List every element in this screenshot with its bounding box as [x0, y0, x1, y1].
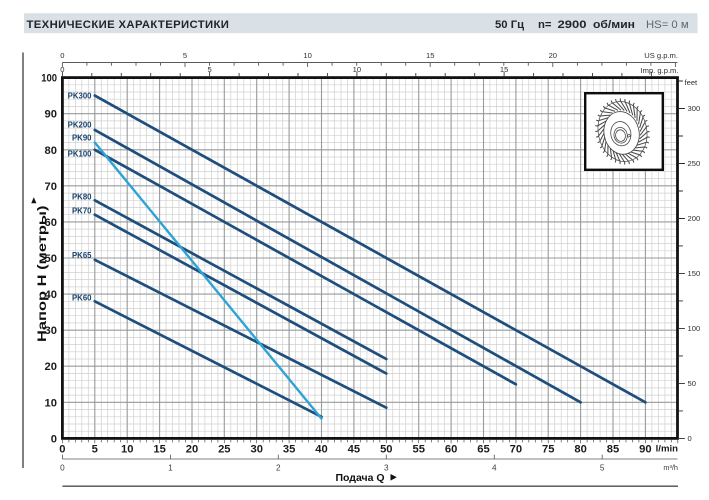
svg-text:70: 70	[45, 181, 57, 193]
svg-text:0: 0	[60, 464, 65, 473]
svg-text:US g.p.m.: US g.p.m.	[644, 51, 678, 60]
svg-text:l/min: l/min	[656, 444, 679, 455]
svg-text:PK70: PK70	[72, 206, 92, 215]
svg-text:20: 20	[549, 51, 557, 60]
svg-text:55: 55	[412, 443, 424, 455]
svg-text:0: 0	[60, 51, 64, 60]
svg-text:100: 100	[41, 73, 57, 85]
svg-text:15: 15	[426, 51, 434, 60]
svg-text:80: 80	[574, 443, 586, 455]
svg-text:5: 5	[183, 51, 187, 60]
svg-text:50: 50	[380, 443, 392, 455]
svg-text:25: 25	[218, 443, 230, 455]
svg-text:0: 0	[51, 433, 57, 445]
svg-text:PK90: PK90	[72, 134, 92, 143]
svg-text:90: 90	[45, 109, 57, 121]
svg-text:50: 50	[45, 253, 57, 265]
svg-text:75: 75	[542, 443, 554, 455]
svg-text:Напор H (метры): Напор H (метры)	[37, 205, 49, 342]
svg-text:30: 30	[45, 325, 57, 337]
svg-text:ТЕХНИЧЕСКИЕ ХАРАКТЕРИСТИКИ: ТЕХНИЧЕСКИЕ ХАРАКТЕРИСТИКИ	[27, 19, 230, 31]
svg-text:4: 4	[492, 464, 497, 473]
svg-text:35: 35	[283, 443, 295, 455]
svg-text:n=: n=	[538, 19, 552, 31]
svg-text:250: 250	[688, 159, 701, 168]
svg-text:10: 10	[353, 65, 361, 74]
svg-text:0: 0	[59, 443, 65, 455]
svg-text:60: 60	[445, 443, 457, 455]
svg-text:PK65: PK65	[72, 251, 92, 260]
svg-text:70: 70	[510, 443, 522, 455]
svg-text:10: 10	[45, 397, 57, 409]
svg-text:30: 30	[250, 443, 262, 455]
svg-text:m³/h: m³/h	[663, 463, 678, 472]
svg-text:80: 80	[45, 145, 57, 157]
svg-text:PK60: PK60	[72, 294, 92, 303]
svg-text:40: 40	[315, 443, 327, 455]
svg-text:5: 5	[207, 65, 211, 74]
svg-text:100: 100	[688, 324, 701, 333]
svg-text:0: 0	[60, 65, 64, 74]
svg-text:Imp. g.p.m.: Imp. g.p.m.	[641, 66, 679, 75]
svg-text:50 Гц: 50 Гц	[495, 19, 524, 31]
svg-text:90: 90	[639, 443, 651, 455]
svg-text:5: 5	[600, 464, 605, 473]
svg-text:60: 60	[45, 217, 57, 229]
svg-text:300: 300	[688, 104, 701, 113]
svg-text:45: 45	[348, 443, 360, 455]
svg-text:40: 40	[45, 289, 57, 301]
svg-text:10: 10	[303, 51, 311, 60]
svg-text:85: 85	[607, 443, 619, 455]
svg-text:150: 150	[688, 269, 701, 278]
svg-text:PK80: PK80	[72, 193, 92, 202]
svg-text:20: 20	[186, 443, 198, 455]
svg-text:PK100: PK100	[68, 149, 93, 158]
svg-text:0: 0	[688, 434, 692, 443]
svg-text:3: 3	[384, 464, 389, 473]
svg-text:2900: 2900	[558, 19, 587, 31]
svg-text:1: 1	[168, 464, 173, 473]
svg-text:HS= 0 м: HS= 0 м	[646, 19, 689, 31]
svg-text:15: 15	[153, 443, 165, 455]
svg-text:Подача Q: Подача Q	[335, 472, 384, 484]
svg-text:PK200: PK200	[68, 120, 93, 129]
svg-text:50: 50	[688, 379, 696, 388]
svg-text:PK300: PK300	[68, 91, 93, 100]
svg-text:65: 65	[477, 443, 489, 455]
svg-text:feet: feet	[685, 78, 699, 87]
svg-text:10: 10	[121, 443, 133, 455]
svg-text:5: 5	[92, 443, 98, 455]
svg-text:20: 20	[45, 361, 57, 373]
svg-text:2: 2	[276, 464, 281, 473]
svg-text:об/мин: об/мин	[593, 19, 635, 31]
svg-text:200: 200	[688, 214, 701, 223]
svg-text:15: 15	[500, 65, 508, 74]
